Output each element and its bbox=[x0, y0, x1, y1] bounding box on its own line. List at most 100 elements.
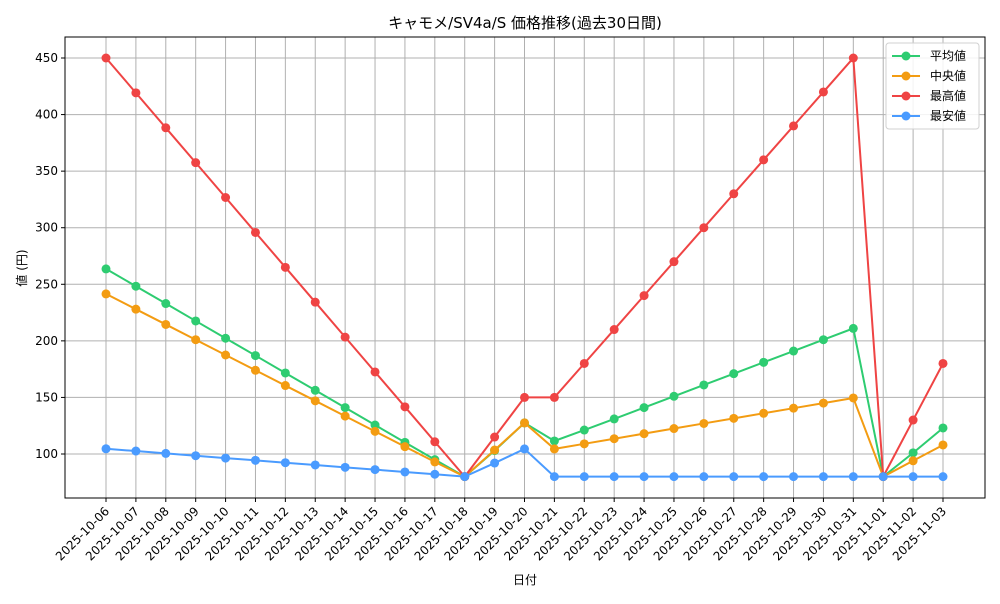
data-point bbox=[609, 472, 619, 482]
grid-lines bbox=[65, 37, 985, 498]
data-point bbox=[609, 434, 619, 444]
x-axis: 2025-10-062025-10-072025-10-082025-10-09… bbox=[53, 498, 949, 563]
legend-label: 最安値 bbox=[930, 108, 966, 123]
legend-item: 最安値 bbox=[892, 108, 966, 123]
y-axis: 100 150 200 250 300 350 400 450 bbox=[35, 51, 65, 461]
data-point bbox=[818, 335, 828, 345]
data-point bbox=[759, 472, 769, 482]
data-point bbox=[101, 289, 111, 299]
data-point bbox=[789, 121, 799, 131]
data-point bbox=[729, 369, 739, 379]
data-point bbox=[250, 365, 260, 375]
data-point bbox=[520, 392, 529, 402]
data-point bbox=[370, 465, 380, 475]
data-point bbox=[789, 346, 799, 356]
y-tick-label: 350 bbox=[35, 164, 58, 178]
data-point bbox=[938, 358, 948, 368]
data-point bbox=[520, 444, 529, 454]
data-point bbox=[400, 402, 410, 412]
legend-label: 平均値 bbox=[930, 48, 966, 63]
data-point bbox=[848, 53, 858, 63]
data-point bbox=[161, 448, 171, 458]
data-point bbox=[340, 332, 350, 342]
data-point bbox=[340, 403, 350, 413]
x-axis-label: 日付 bbox=[513, 573, 537, 587]
data-point bbox=[101, 264, 111, 274]
data-point bbox=[729, 189, 739, 199]
series-line bbox=[101, 444, 948, 482]
data-point bbox=[131, 281, 141, 291]
data-point bbox=[430, 457, 440, 467]
y-tick-label: 100 bbox=[35, 447, 58, 461]
y-tick-label: 400 bbox=[35, 108, 58, 122]
data-point bbox=[729, 413, 739, 423]
data-point bbox=[848, 472, 858, 482]
legend-label: 中央値 bbox=[930, 68, 966, 83]
data-point bbox=[639, 403, 649, 413]
data-point bbox=[579, 425, 589, 435]
data-point bbox=[639, 429, 649, 439]
data-point bbox=[669, 424, 679, 434]
chart-title: キャモメ/SV4a/S 価格推移(過去30日間) bbox=[388, 14, 662, 32]
legend-marker-icon bbox=[901, 51, 911, 61]
y-tick-label: 450 bbox=[35, 51, 58, 65]
data-point bbox=[370, 426, 380, 436]
data-point bbox=[789, 403, 799, 413]
data-series bbox=[101, 53, 948, 482]
data-point bbox=[310, 396, 320, 406]
data-point bbox=[549, 436, 559, 446]
data-point bbox=[639, 291, 649, 301]
data-point bbox=[759, 408, 769, 418]
data-point bbox=[280, 381, 290, 391]
data-point bbox=[759, 155, 769, 165]
data-point bbox=[131, 88, 141, 98]
data-point bbox=[340, 411, 350, 421]
data-point bbox=[191, 316, 201, 326]
data-point bbox=[221, 350, 231, 360]
data-point bbox=[549, 472, 559, 482]
data-point bbox=[579, 472, 589, 482]
data-point bbox=[908, 415, 918, 425]
series-line bbox=[101, 53, 948, 482]
data-point bbox=[699, 418, 709, 428]
data-point bbox=[250, 455, 260, 465]
data-point bbox=[848, 393, 858, 403]
data-point bbox=[221, 453, 231, 463]
y-tick-label: 200 bbox=[35, 334, 58, 348]
data-point bbox=[400, 467, 410, 477]
legend-box bbox=[885, 42, 980, 130]
data-point bbox=[280, 458, 290, 468]
data-point bbox=[370, 420, 380, 430]
data-point bbox=[908, 456, 918, 466]
data-point bbox=[310, 460, 320, 470]
data-point bbox=[789, 472, 799, 482]
data-point bbox=[490, 458, 500, 468]
series-line bbox=[101, 289, 948, 482]
data-point bbox=[759, 357, 769, 367]
data-point bbox=[280, 262, 290, 272]
data-point bbox=[430, 437, 440, 447]
data-point bbox=[221, 193, 231, 203]
data-point bbox=[818, 398, 828, 408]
legend-marker-icon bbox=[901, 111, 911, 121]
data-point bbox=[878, 472, 888, 482]
y-tick-label: 300 bbox=[35, 221, 58, 235]
data-point bbox=[221, 333, 231, 343]
legend-item: 最高値 bbox=[892, 88, 966, 103]
data-point bbox=[191, 158, 201, 168]
data-point bbox=[490, 432, 500, 442]
data-point bbox=[938, 423, 948, 433]
data-point bbox=[460, 472, 470, 482]
data-point bbox=[250, 351, 260, 361]
legend-marker-icon bbox=[901, 91, 911, 101]
data-point bbox=[908, 448, 918, 458]
data-point bbox=[818, 87, 828, 97]
data-point bbox=[340, 462, 350, 472]
data-point bbox=[101, 444, 111, 454]
data-point bbox=[669, 472, 679, 482]
data-point bbox=[310, 297, 320, 307]
data-point bbox=[161, 123, 171, 133]
data-point bbox=[370, 367, 380, 377]
data-point bbox=[161, 299, 171, 309]
